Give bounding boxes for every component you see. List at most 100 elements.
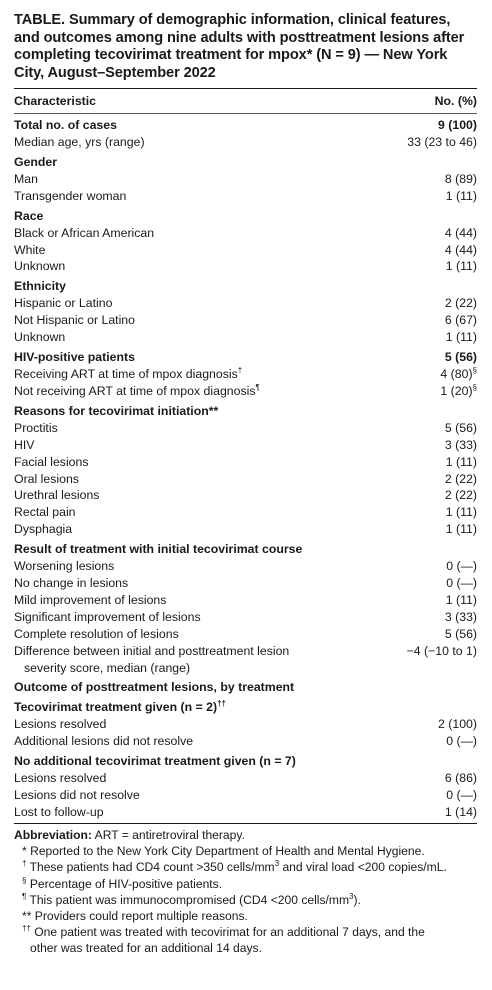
row-value: 8 (89) — [444, 171, 477, 186]
row-label: Hispanic or Latino — [14, 296, 113, 311]
row-label: Worsening lesions — [14, 559, 115, 574]
footnote-mark: ¶ — [255, 382, 260, 392]
median-age-label: Median age, yrs (range) — [14, 134, 145, 149]
footnote-section: § Percentage of HIV-positive patients. — [22, 875, 223, 891]
table-row: Worsening lesions 0 (—) — [14, 558, 477, 575]
table-row: Unknown 1 (11) — [14, 329, 477, 346]
table-row: White 4 (44) — [14, 242, 477, 259]
row-label: Significant improvement of lesions — [14, 609, 201, 624]
table-row: Man 8 (89) — [14, 171, 477, 188]
row-value: 1 (11) — [445, 505, 477, 520]
row-value: 2 (22) — [444, 471, 477, 486]
row-value: 1 (14) — [444, 805, 477, 820]
row-value: 4 (44) — [444, 225, 477, 240]
row-value: 1 (11) — [445, 522, 477, 537]
table-row: HIV 3 (33) — [14, 437, 477, 454]
row-value: 0 (—) — [446, 734, 477, 749]
row-value: 1 (11) — [445, 454, 477, 469]
table-row: Transgender woman 1 (11) — [14, 188, 477, 205]
reasons-heading: Reasons for tecovirimat initiation** — [14, 403, 219, 418]
footnote-double-star: ** Providers could report multiple reaso… — [22, 909, 248, 924]
hiv-positive-value: 5 (56) — [444, 350, 477, 365]
table-row: Proctitis 5 (56) — [14, 420, 477, 437]
severity-difference-row: Difference between initial and posttreat… — [14, 643, 477, 677]
row-label: Additional lesions did not resolve — [14, 734, 194, 749]
table-footnotes: Abbreviation: ART = antiretroviral thera… — [14, 824, 477, 957]
ethnicity-heading: Ethnicity — [14, 279, 66, 294]
table-row: Complete resolution of lesions 5 (56) — [14, 626, 477, 643]
top-rule — [14, 88, 477, 89]
table-row: Oral lesions 2 (22) — [14, 471, 477, 488]
table-row: Black or African American 4 (44) — [14, 225, 477, 242]
footnote-pilcrow: ¶ This patient was immunocompromised (CD… — [22, 891, 361, 907]
row-value: 0 (—) — [446, 576, 477, 591]
footnote-dagger: † These patients had CD4 count >350 cell… — [22, 859, 447, 875]
footnote-double-dagger: †† One patient was treated with tecoviri… — [22, 924, 425, 940]
outcome-heading: Outcome of posttreatment lesions, by tre… — [14, 680, 295, 695]
footnote-mark: †† — [217, 699, 226, 709]
total-label: Total no. of cases — [14, 118, 117, 132]
row-value: 5 (56) — [444, 420, 477, 435]
row-label: Rectal pain — [14, 505, 76, 520]
row-label: Lesions did not resolve — [14, 788, 140, 803]
footnote-mark: § — [472, 382, 477, 392]
no-additional-treatment-heading: No additional tecovirimat treatment give… — [14, 754, 296, 769]
row-label: Lesions resolved — [14, 771, 107, 786]
footnote-mark: § — [472, 365, 477, 375]
row-label: Not Hispanic or Latino — [14, 313, 135, 328]
row-label: Oral lesions — [14, 471, 79, 486]
row-label: Facial lesions — [14, 454, 89, 469]
row-value: 2 (22) — [444, 296, 477, 311]
column-header-row: Characteristic No. (%) — [14, 89, 477, 113]
row-label: Unknown — [14, 330, 66, 345]
table-row: Dysphagia 1 (11) — [14, 521, 477, 538]
table-row: Unknown 1 (11) — [14, 258, 477, 275]
row-value: 0 (—) — [446, 788, 477, 803]
row-label: Lost to follow-up — [14, 805, 104, 820]
table-row: Lesions did not resolve 0 (—) — [14, 787, 477, 804]
row-label: Lesions resolved — [14, 717, 107, 732]
severity-difference-value: −4 (−10 to 1) — [406, 643, 477, 658]
abbreviation-note: Abbreviation: ART = antiretroviral thera… — [14, 828, 245, 842]
table-row: Hispanic or Latino 2 (22) — [14, 295, 477, 312]
column-header-value: No. (%) — [434, 93, 477, 108]
row-value: 4 (44) — [444, 242, 477, 257]
table-row: No change in lesions 0 (—) — [14, 575, 477, 592]
table-row: Significant improvement of lesions 3 (33… — [14, 609, 477, 626]
gender-heading: Gender — [14, 154, 58, 169]
header-rule — [14, 113, 477, 114]
row-label: Man — [14, 171, 38, 186]
result-heading: Result of treatment with initial tecovir… — [14, 542, 303, 557]
row-label: HIV — [14, 437, 35, 452]
table-row: Rectal pain 1 (11) — [14, 504, 477, 521]
row-value: 1 (11) — [445, 592, 477, 607]
hiv-positive-row: HIV-positive patients 5 (56) — [14, 346, 477, 366]
row-value: 2 (100) — [438, 717, 477, 732]
row-value: 1 (11) — [445, 330, 477, 345]
row-value: 6 (67) — [444, 313, 477, 328]
bottom-rule — [14, 823, 477, 824]
table-row: Additional lesions did not resolve 0 (—) — [14, 733, 477, 750]
table-row: Facial lesions 1 (11) — [14, 454, 477, 471]
row-value: 3 (33) — [444, 437, 477, 452]
row-label: Mild improvement of lesions — [14, 592, 167, 607]
treatment-given-heading: Tecovirimat treatment given (n = 2)†† — [14, 699, 226, 715]
receiving-art-value: 4 (80) — [440, 366, 473, 381]
total-value: 9 (100) — [438, 118, 477, 132]
row-label: Dysphagia — [14, 522, 73, 537]
row-value: 3 (33) — [444, 609, 477, 624]
table-row: Lesions resolved 2 (100) — [14, 716, 477, 733]
row-label: Proctitis — [14, 420, 58, 435]
table-row: Mild improvement of lesions 1 (11) — [14, 592, 477, 609]
row-label: No change in lesions — [14, 576, 129, 591]
row-label: Unknown — [14, 259, 66, 274]
total-row: Total no. of cases 9 (100) — [14, 114, 477, 134]
footnote-double-dagger-cont: other was treated for an additional 14 d… — [30, 941, 262, 956]
hiv-positive-label: HIV-positive patients — [14, 350, 135, 365]
column-header-characteristic: Characteristic — [14, 93, 97, 108]
row-value: 0 (—) — [446, 559, 477, 574]
row-value: 1 (11) — [445, 259, 477, 274]
receiving-art-label: Receiving ART at time of mpox diagnosis — [14, 366, 238, 381]
row-label: Transgender woman — [14, 188, 127, 203]
row-value: 5 (56) — [444, 626, 477, 641]
